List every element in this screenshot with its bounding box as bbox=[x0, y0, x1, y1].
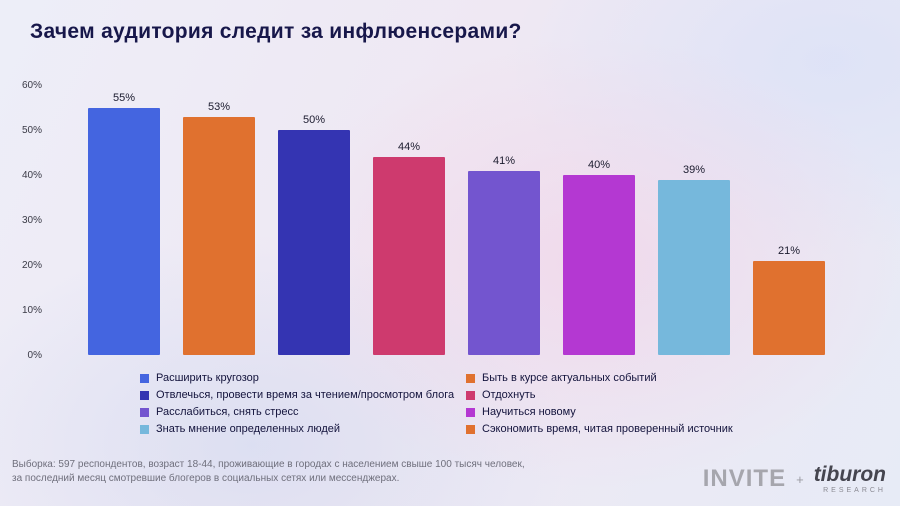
bar-group: 40% bbox=[563, 159, 635, 355]
bar-value-label: 41% bbox=[492, 154, 516, 167]
bar-group: 21% bbox=[753, 244, 825, 355]
y-tick-label: 30% bbox=[21, 215, 42, 226]
tiburon-research-label: RESEARCH bbox=[823, 487, 886, 494]
legend-swatch bbox=[140, 373, 149, 383]
sample-note: Выборка: 597 респондентов, возраст 18-44… bbox=[12, 458, 525, 486]
legend-label: Расслабиться, снять стресс bbox=[156, 406, 299, 418]
legend-item: Научиться новому bbox=[466, 406, 733, 418]
bar-group: 41% bbox=[468, 154, 540, 355]
bar-value-label: 40% bbox=[587, 159, 611, 171]
bar-group: 55% bbox=[88, 91, 160, 355]
y-tick-label: 20% bbox=[21, 260, 42, 271]
bar bbox=[563, 175, 635, 355]
sample-note-line2: за последний месяц смотревшие блогеров в… bbox=[12, 473, 400, 484]
legend-swatch bbox=[466, 390, 475, 400]
legend-item: Отдохнуть bbox=[466, 389, 733, 401]
bar bbox=[658, 179, 730, 355]
legend-item: Быть в курсе актуальных событий bbox=[466, 372, 733, 384]
legend-swatch bbox=[140, 407, 149, 417]
y-tick-label: 40% bbox=[21, 170, 42, 181]
legend-swatch bbox=[466, 373, 475, 383]
bar-value-label: 39% bbox=[682, 163, 706, 176]
legend-label: Научиться новому bbox=[482, 406, 576, 418]
bar-value-label: 50% bbox=[302, 114, 326, 126]
y-tick-label: 10% bbox=[21, 305, 42, 316]
bar bbox=[468, 170, 540, 355]
y-tick-label: 60% bbox=[21, 80, 42, 91]
bar-value-label: 44% bbox=[397, 141, 421, 153]
bar-chart: 0% 10% 20% 30% 40% 50% 60% 55% 53% 50% 44% 41% 40% 3… bbox=[0, 80, 900, 361]
legend-label: Расширить кругозор bbox=[156, 372, 259, 384]
legend: Расширить кругозор Быть в курсе актуальны… bbox=[140, 372, 733, 435]
legend-item: Знать мнение определенных людей bbox=[140, 423, 466, 435]
bar bbox=[278, 130, 350, 355]
legend-swatch bbox=[466, 424, 475, 434]
legend-swatch bbox=[466, 407, 475, 417]
legend-item: Отвлечься, провести время за чтением/про… bbox=[140, 389, 466, 401]
bar-value-label: 21% bbox=[777, 244, 801, 257]
y-axis: 0% 10% 20% 30% 40% 50% 60% bbox=[0, 80, 46, 361]
branding: INVITE + tiburon RESEARCH bbox=[703, 464, 886, 494]
legend-label: Отвлечься, провести время за чтением/про… bbox=[156, 389, 455, 401]
plus-separator: + bbox=[796, 471, 804, 487]
legend-swatch bbox=[140, 424, 149, 434]
legend-item: Сэкономить время, читая проверенный исто… bbox=[466, 423, 733, 435]
bar bbox=[183, 116, 255, 355]
bar-group: 50% bbox=[278, 114, 350, 355]
bar bbox=[88, 107, 160, 355]
bar-group: 44% bbox=[373, 141, 445, 355]
tiburon-logo: tiburon RESEARCH bbox=[814, 464, 886, 494]
sample-note-line1: Выборка: 597 респондентов, возраст 18-44… bbox=[12, 459, 525, 470]
bar-group: 53% bbox=[183, 100, 255, 355]
bar-value-label: 53% bbox=[207, 100, 231, 113]
bar-group: 39% bbox=[658, 163, 730, 355]
bars: 55% 53% 50% 44% 41% 40% 39% 21% bbox=[88, 91, 825, 355]
invite-logo: INVITE bbox=[702, 465, 787, 492]
legend-swatch bbox=[140, 390, 149, 400]
bar bbox=[753, 260, 825, 355]
y-tick-label: 0% bbox=[27, 350, 42, 361]
bar-value-label: 55% bbox=[112, 91, 136, 104]
bar bbox=[373, 157, 445, 355]
tiburon-wordmark: tiburon bbox=[813, 463, 886, 486]
legend-item: Расширить кругозор bbox=[140, 372, 466, 384]
legend-label: Быть в курсе актуальных событий bbox=[482, 372, 657, 384]
legend-label: Отдохнуть bbox=[482, 389, 536, 401]
y-tick-label: 50% bbox=[21, 125, 42, 136]
legend-label: Знать мнение определенных людей bbox=[156, 423, 341, 435]
legend-label: Сэкономить время, читая проверенный исто… bbox=[482, 423, 733, 435]
legend-item: Расслабиться, снять стресс bbox=[140, 406, 466, 418]
chart-title: Зачем аудитория следит за инфлюенсерами? bbox=[30, 20, 522, 43]
